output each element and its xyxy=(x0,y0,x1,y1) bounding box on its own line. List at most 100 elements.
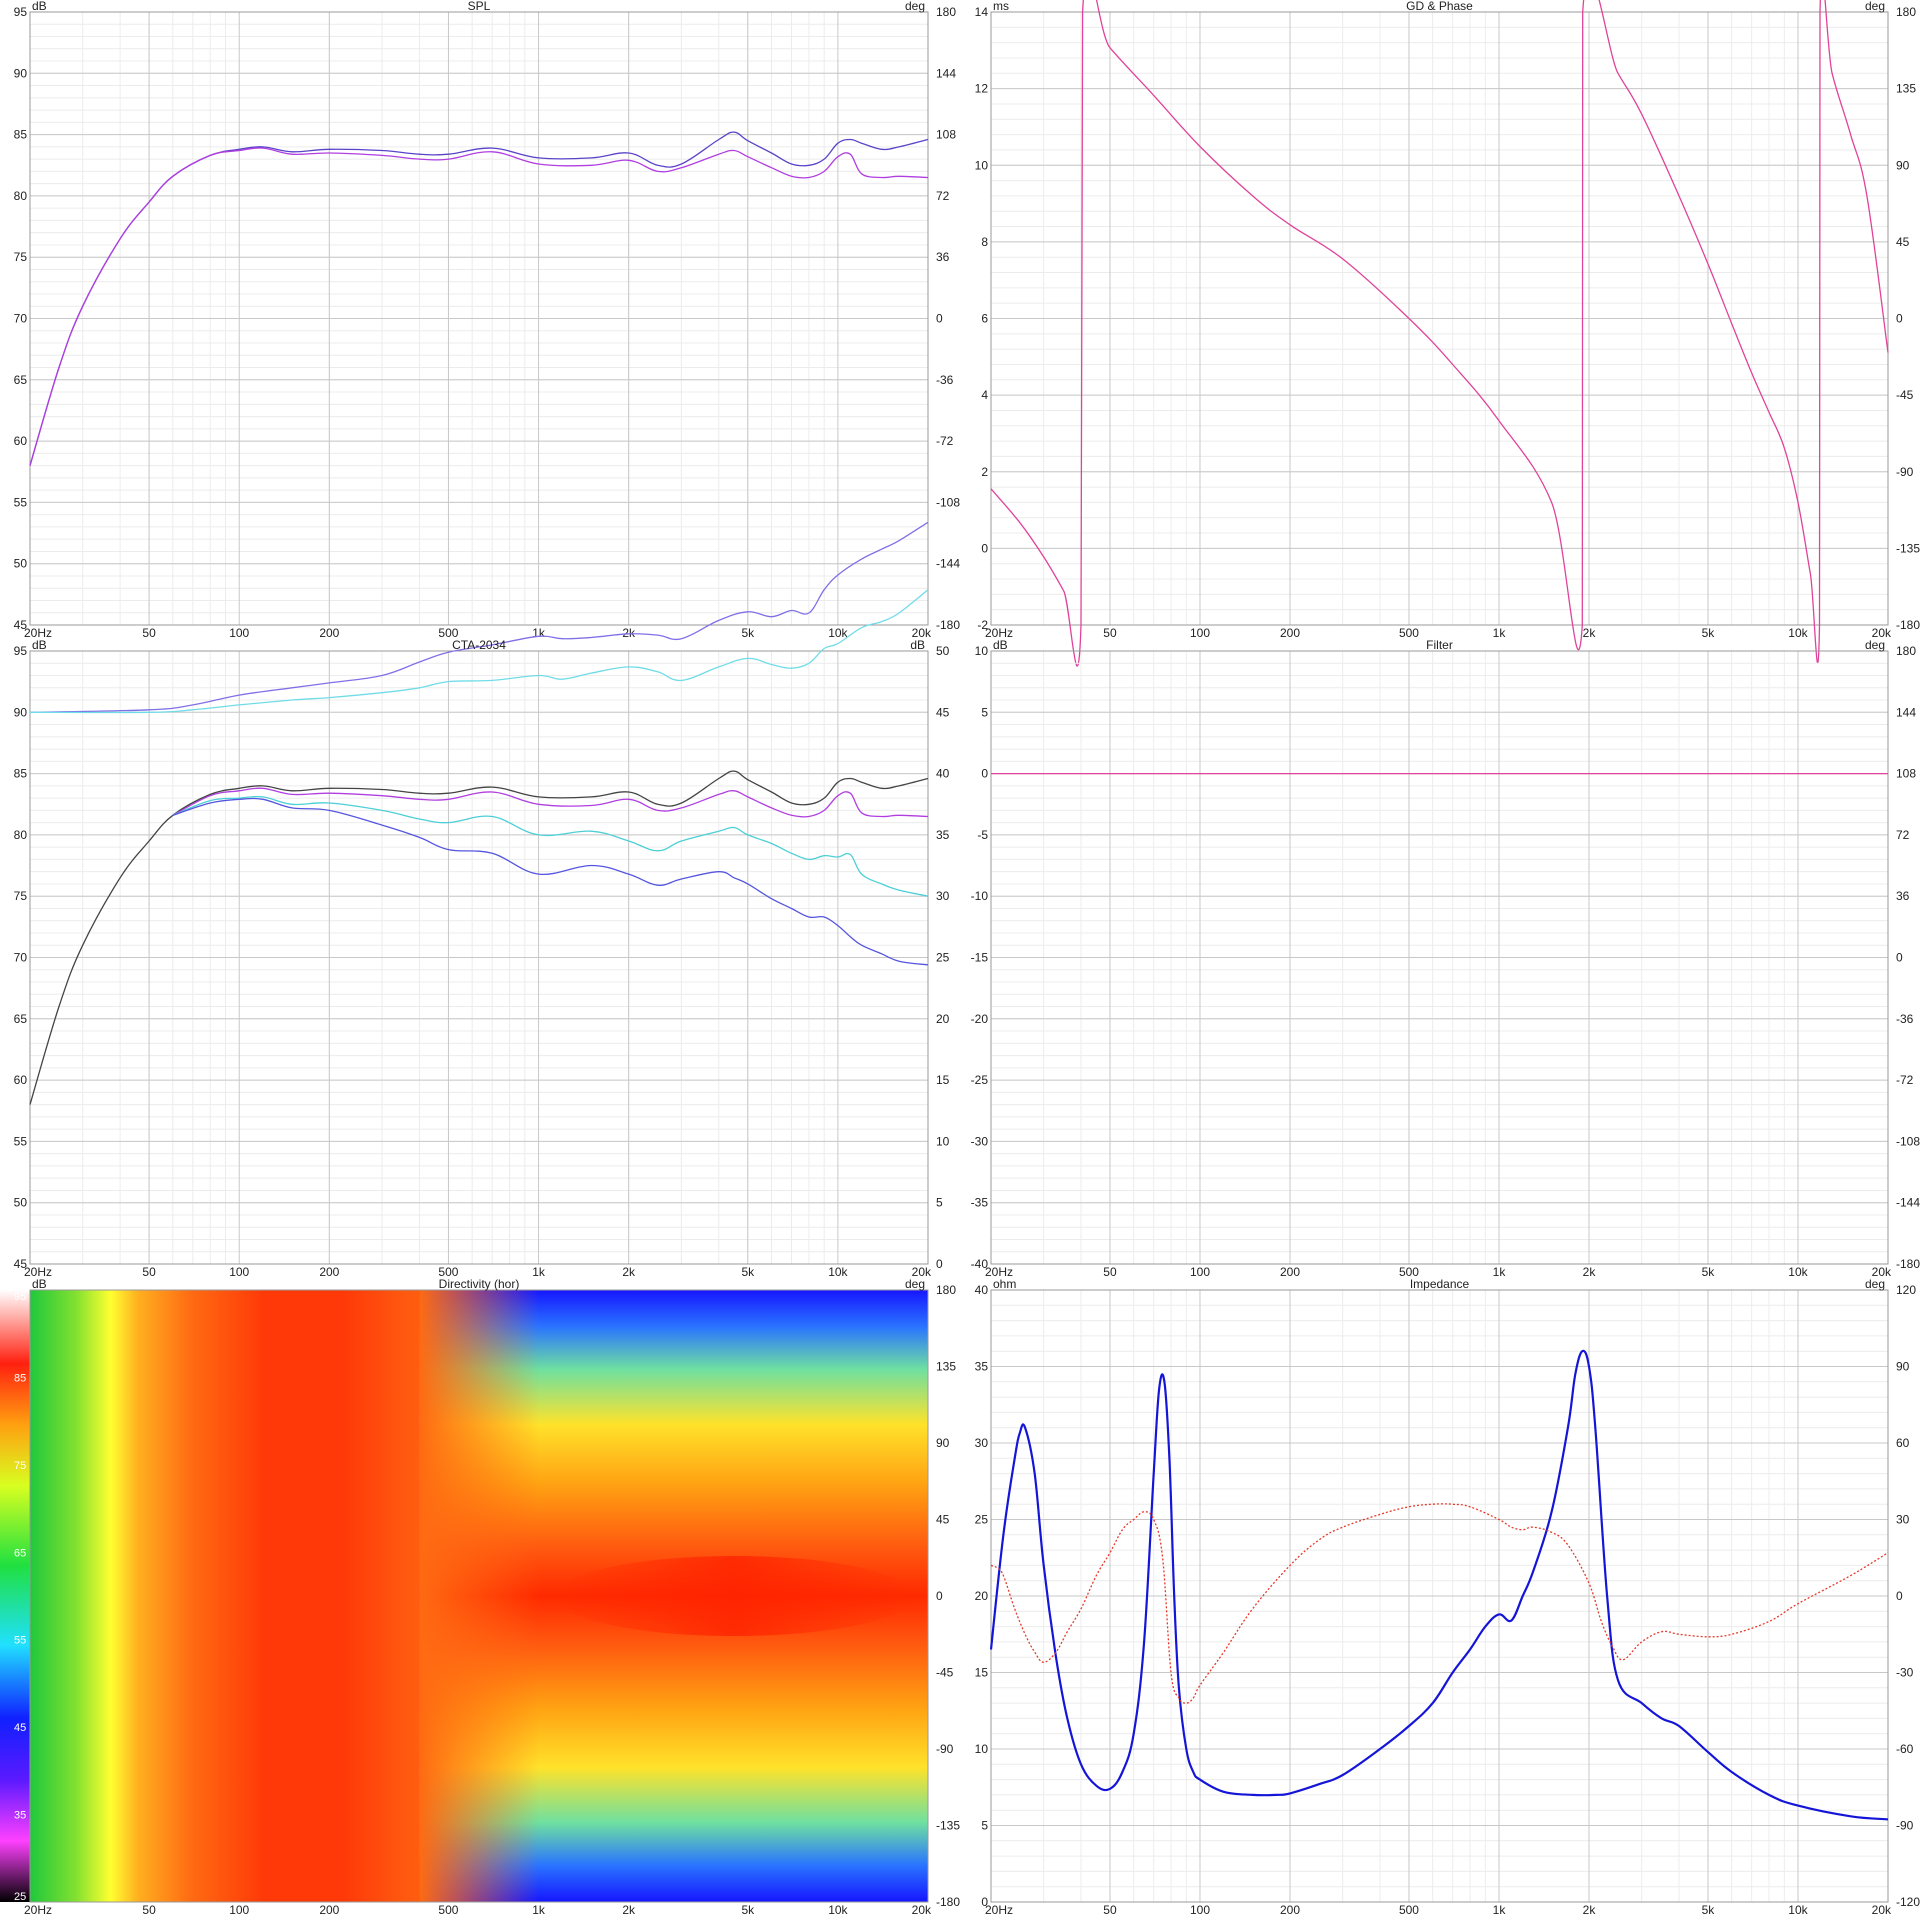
y-left-tick-label: 70 xyxy=(14,951,28,965)
x-tick-label: 5k xyxy=(741,1903,755,1915)
x-tick-label: 20k xyxy=(1872,1903,1892,1915)
color-scale-tick: 25 xyxy=(14,1891,26,1903)
y-right-tick-label: 90 xyxy=(1896,158,1910,172)
y-left-tick-label: 6 xyxy=(981,312,988,326)
color-scale-tick: 55 xyxy=(14,1635,26,1647)
y-right-tick-label: 180 xyxy=(936,5,956,19)
x-tick-label: 50 xyxy=(1103,1265,1117,1279)
plot-frame xyxy=(990,11,1889,626)
y-right-tick-label: 15 xyxy=(936,1073,950,1087)
y-left-tick-label: 90 xyxy=(14,705,28,719)
x-tick-label: 1k xyxy=(1493,1265,1507,1279)
directivity-chart-title: Directivity (hor) xyxy=(439,1277,520,1291)
x-tick-label: 50 xyxy=(142,1265,156,1279)
x-tick-label: 20k xyxy=(1872,1265,1892,1279)
y-left-tick-label: 45 xyxy=(14,1257,28,1271)
y-left-tick-label: 70 xyxy=(14,312,28,326)
y-right-tick-label: -90 xyxy=(1896,465,1914,479)
color-scale-tick: 45 xyxy=(14,1722,26,1734)
x-tick-label: 20k xyxy=(912,1265,932,1279)
x-tick-label: 1k xyxy=(532,1903,546,1915)
x-tick-label: 500 xyxy=(438,626,458,640)
y-right-tick-label: -180 xyxy=(1896,618,1920,632)
y-right-tick-label: 60 xyxy=(1896,1436,1910,1450)
x-tick-label: 2k xyxy=(622,1265,636,1279)
cta-series-line xyxy=(29,770,929,1105)
y-right-tick-label: -30 xyxy=(1896,1666,1914,1680)
y-left-tick-label: 8 xyxy=(981,235,988,249)
x-tick-label: 100 xyxy=(1190,1265,1210,1279)
y-left-tick-label: 0 xyxy=(981,541,988,555)
y-left-tick-label: 20 xyxy=(975,1589,989,1603)
x-tick-label: 200 xyxy=(319,626,339,640)
y-right-tick-label: 144 xyxy=(936,66,956,80)
panel-directivity: 25 35 45 55 65 75 85 95 Directivity (hor) dB deg 20… xyxy=(0,1277,960,1917)
cta-series-line xyxy=(29,589,929,714)
y-left-tick-label: -2 xyxy=(977,618,988,632)
spl-chart-title: SPL xyxy=(468,0,491,13)
plot-frame xyxy=(29,1289,929,1903)
y-left-tick-label: -30 xyxy=(971,1134,989,1148)
x-tick-label: 5k xyxy=(1702,626,1716,640)
y-right-tick-label: 20 xyxy=(936,1012,950,1026)
x-tick-label: 2k xyxy=(1583,1265,1597,1279)
y-right-tick-label: -108 xyxy=(1896,1134,1920,1148)
y-right-tick-label: 25 xyxy=(936,951,950,965)
x-tick-label: 1k xyxy=(532,626,546,640)
cta-series-line xyxy=(172,795,929,897)
left-axis-unit: dB xyxy=(993,638,1008,652)
color-scale-tick: 95 xyxy=(14,1291,26,1303)
y-left-tick-label: 30 xyxy=(975,1436,989,1450)
y-right-tick-label: 5 xyxy=(936,1196,943,1210)
impedance-chart-title: Impedance xyxy=(1410,1277,1470,1291)
right-axis-unit: deg xyxy=(1865,1277,1885,1291)
x-tick-label: 5k xyxy=(741,1265,755,1279)
y-left-tick-label: 0 xyxy=(981,767,988,781)
cta-chart-title: CTA-2034 xyxy=(452,638,506,652)
y-left-tick-label: 10 xyxy=(975,644,989,658)
x-tick-label: 20Hz xyxy=(24,626,52,640)
y-right-tick-label: -135 xyxy=(1896,541,1920,555)
right-axis-unit: deg xyxy=(905,1277,925,1291)
x-tick-label: 1k xyxy=(1493,626,1507,640)
spl-series-line xyxy=(29,147,929,466)
x-tick-label: 20Hz xyxy=(985,1265,1013,1279)
y-left-tick-label: 65 xyxy=(14,1012,28,1026)
y-left-tick-label: 10 xyxy=(975,1742,989,1756)
x-tick-label: 2k xyxy=(622,1903,636,1915)
y-right-tick-label: -180 xyxy=(1896,1257,1920,1271)
spl-series-line xyxy=(29,131,929,466)
y-right-tick-label: -72 xyxy=(936,434,954,448)
left-axis-unit: ohm xyxy=(993,1277,1016,1291)
y-right-tick-label: 180 xyxy=(1896,644,1916,658)
color-scale-tick: 65 xyxy=(14,1547,26,1559)
y-left-tick-label: 55 xyxy=(14,495,28,509)
cta-series-line xyxy=(29,521,929,713)
y-right-tick-label: -36 xyxy=(1896,1012,1914,1026)
y-right-tick-label: -90 xyxy=(936,1742,954,1756)
y-left-tick-label: 45 xyxy=(14,618,28,632)
x-tick-label: 50 xyxy=(1103,1903,1117,1915)
y-right-tick-label: 72 xyxy=(936,189,950,203)
x-tick-label: 500 xyxy=(1399,626,1419,640)
y-right-tick-label: 45 xyxy=(936,705,950,719)
y-right-tick-label: 90 xyxy=(1896,1360,1910,1374)
x-tick-label: 2k xyxy=(622,626,636,640)
x-tick-label: 10k xyxy=(828,1903,848,1915)
x-tick-label: 500 xyxy=(1399,1903,1419,1915)
y-left-tick-label: 75 xyxy=(14,250,28,264)
y-right-tick-label: 30 xyxy=(1896,1513,1910,1527)
x-tick-label: 5k xyxy=(741,626,755,640)
cta-series-line xyxy=(172,787,929,818)
y-left-tick-label: 40 xyxy=(975,1283,989,1297)
y-left-tick-label: 60 xyxy=(14,1073,28,1087)
color-scale-tick: 85 xyxy=(14,1372,26,1384)
y-right-tick-label: -45 xyxy=(1896,388,1914,402)
y-left-tick-label: 35 xyxy=(975,1360,989,1374)
directivity-heatmap-blend xyxy=(419,1290,540,1902)
x-tick-label: 10k xyxy=(1788,1265,1808,1279)
y-left-tick-label: 5 xyxy=(981,705,988,719)
